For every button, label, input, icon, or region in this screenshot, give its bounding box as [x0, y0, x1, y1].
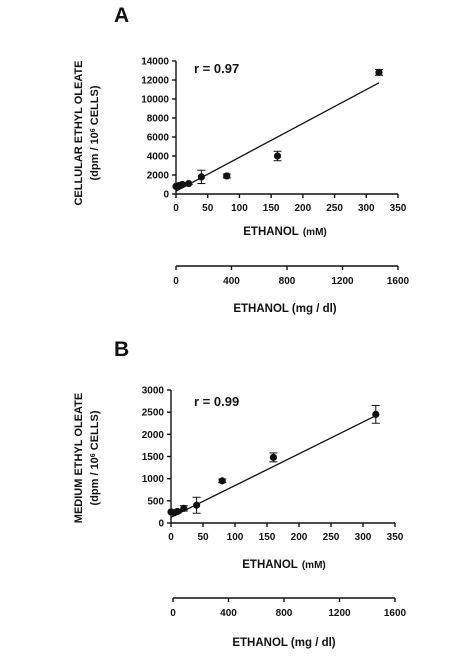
panel-b-letter: B [114, 338, 129, 361]
panel-a-data-point [223, 172, 231, 180]
panel-a-y-tick-label: 14000 [141, 57, 169, 68]
panel-b-x-tick-label: 0 [168, 532, 174, 543]
panel-b-regression-line [170, 415, 377, 518]
panel-a-y-tick-label: 10000 [141, 95, 169, 106]
panel-a-data-point [197, 173, 205, 181]
panel-b-y-tick-label: 1000 [142, 474, 165, 485]
panel-b-x-tick-label: 300 [355, 532, 372, 543]
panel-b-secondary-tick-label: 1200 [328, 608, 351, 619]
panel-b-y-tick-label: 0 [158, 519, 164, 530]
panel-a-x-tick-label: 200 [295, 203, 312, 214]
panel-b-y-tick-label: 3000 [142, 386, 165, 397]
panel-a-x-tick-label: 350 [390, 203, 407, 214]
panel-a-y-tick-label: 0 [163, 190, 169, 201]
panel-b-y-tick-label: 2000 [142, 430, 165, 441]
panel-a-y-tick-label: 6000 [147, 133, 170, 144]
panel-a-data-point [375, 68, 383, 76]
panel-b-x-tick-label: 100 [227, 532, 244, 543]
panel-a-x-tick-label: 0 [173, 203, 179, 214]
panel-b-secondary-xlabel: ETHANOL (mg / dl) [232, 637, 335, 649]
panel-b-ylabel-line2: (dpm / 106 CELLS) [89, 410, 101, 505]
panel-b-secondary-tick-label: 0 [170, 608, 176, 619]
panel-a-x-tick-label: 50 [202, 203, 214, 214]
panel-b-secondary-tick-label: 800 [276, 608, 293, 619]
panel-a-xlabel: ETHANOL (mM) [243, 226, 326, 238]
panel-a-secondary-tick-label: 1200 [331, 276, 354, 287]
panel-b-secondary-tick-label: 1600 [384, 608, 407, 619]
panel-b-x-tick-label: 350 [387, 532, 404, 543]
panel-b-y-tick-label: 1500 [142, 452, 165, 463]
panel-b: B MEDIUM ETHYL OLEATE (dpm / 106 CELLS) … [73, 338, 407, 649]
panel-a-secondary-tick-label: 800 [279, 276, 296, 287]
panel-a-letter: A [114, 4, 129, 27]
panel-b-data-point [372, 410, 380, 418]
panel-a: A CELLULAR ETHYL OLEATE (dpm / 106 CELLS… [73, 4, 410, 315]
panel-b-data-point [269, 453, 277, 461]
panel-b-data-point [218, 477, 226, 485]
panel-a-secondary-tick-label: 0 [173, 276, 179, 287]
panel-b-y-tick-label: 500 [147, 496, 164, 507]
panel-a-correlation: r = 0.97 [194, 61, 239, 76]
panel-a-x-tick-label: 150 [263, 203, 280, 214]
panel-a-x-tick-label: 100 [231, 203, 248, 214]
panel-a-y-tick-label: 8000 [147, 114, 170, 125]
panel-a-regression-line [175, 82, 380, 192]
panel-a-y-tick-label: 12000 [141, 76, 169, 87]
panel-a-secondary-tick-label: 400 [223, 276, 240, 287]
panel-b-y-tick-label: 2500 [142, 408, 165, 419]
panel-b-x-tick-label: 150 [259, 532, 276, 543]
panel-a-secondary-tick-label: 1600 [387, 276, 410, 287]
panel-b-data-point [173, 507, 181, 516]
panel-a-ylabel-line1: CELLULAR ETHYL OLEATE [73, 60, 85, 205]
panel-a-data-point [185, 179, 193, 188]
panel-a-data-point [273, 152, 282, 160]
panel-b-correlation: r = 0.99 [194, 394, 239, 409]
panel-a-x-tick-label: 250 [326, 203, 343, 214]
panel-b-ylabel-line1: MEDIUM ETHYL OLEATE [73, 393, 85, 523]
panel-a-x-tick-label: 300 [358, 203, 375, 214]
panel-b-x-tick-label: 200 [291, 532, 308, 543]
panel-a-ylabel-line2: (dpm / 106 CELLS) [89, 85, 101, 180]
panel-a-data-point [178, 180, 186, 189]
panel-b-x-tick-label: 50 [197, 532, 209, 543]
panel-a-y-tick-label: 4000 [147, 152, 170, 163]
panel-a-y-tick-label: 2000 [147, 171, 170, 182]
panel-b-secondary-tick-label: 400 [220, 608, 237, 619]
panel-b-data-point [193, 501, 201, 509]
panel-a-secondary-xlabel: ETHANOL (mg / dl) [233, 303, 336, 315]
panel-b-data-point [180, 504, 188, 512]
panel-b-xlabel: ETHANOL (mM) [242, 559, 325, 571]
panel-b-x-tick-label: 250 [323, 532, 340, 543]
